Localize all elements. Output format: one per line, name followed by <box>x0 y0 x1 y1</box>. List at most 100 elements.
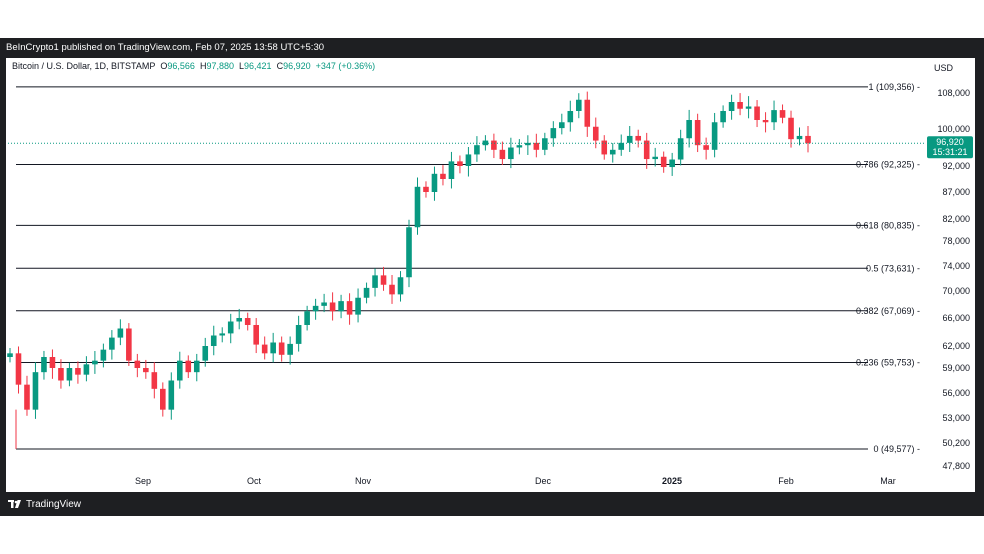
candle-body <box>474 145 480 155</box>
candle-body <box>193 360 200 373</box>
candle-body <box>609 149 616 155</box>
candle-body <box>66 368 73 381</box>
candle-body <box>41 357 47 373</box>
candle-body <box>287 343 293 355</box>
candle-body <box>321 302 327 306</box>
candle-body <box>253 325 259 345</box>
candle-body <box>160 388 166 410</box>
candle-body <box>92 360 98 365</box>
high-value: 97,880 <box>206 61 234 71</box>
candle-body <box>677 138 684 160</box>
low-label: L <box>239 61 245 71</box>
candle-body <box>584 99 591 127</box>
y-tick-label: 74,000 <box>942 261 970 271</box>
y-tick-label: 100,000 <box>937 124 970 134</box>
candle-body <box>423 186 429 192</box>
candle-body <box>83 364 90 375</box>
y-tick-label: 78,000 <box>942 236 970 246</box>
candle-body <box>329 302 336 312</box>
candle-body <box>618 142 625 150</box>
candle-body <box>227 321 234 334</box>
x-tick-label: Feb <box>778 476 794 486</box>
candle-body <box>143 368 149 373</box>
close-label: C <box>276 61 284 71</box>
candle-body <box>406 227 412 278</box>
candle-body <box>711 122 718 150</box>
candle-body <box>176 360 183 381</box>
symbol-header: Bitcoin / U.S. Dollar, 1D, BITSTAMP O96,… <box>12 61 375 71</box>
tradingview-logo[interactable]: TradingView <box>8 499 81 510</box>
fib-label: 0 (49,577) - <box>873 444 920 454</box>
x-tick-label: Dec <box>535 476 552 486</box>
candle-body <box>49 357 56 368</box>
candle-body <box>431 173 438 192</box>
candle-body <box>126 328 132 361</box>
candle-body <box>397 277 404 295</box>
candle-body <box>694 120 701 146</box>
candle-body <box>270 342 276 354</box>
y-tick-label: 108,000 <box>937 88 970 98</box>
candle-body <box>32 372 39 410</box>
candle-body <box>363 287 370 298</box>
symbol-name: Bitcoin / U.S. Dollar, 1D, BITSTAMP <box>12 61 156 71</box>
candle-body <box>185 360 192 373</box>
candle-body <box>542 138 548 150</box>
candle-body <box>686 120 692 139</box>
candle-body <box>236 318 243 322</box>
brand-name: TradingView <box>26 499 82 510</box>
candle-body <box>261 344 268 354</box>
candle-body <box>788 117 794 140</box>
fib-label: 0.5 (73,631) - <box>866 263 920 273</box>
fib-label: 0.236 (59,753) - <box>856 357 920 367</box>
candle-body <box>295 325 302 344</box>
candle-body <box>796 135 803 140</box>
candle-body <box>278 342 285 355</box>
candle-body <box>626 135 633 143</box>
candle-body <box>575 99 582 111</box>
candle-body <box>660 156 667 168</box>
candle-body <box>210 335 217 346</box>
candle-body <box>312 305 319 312</box>
x-tick-label: Sep <box>135 476 151 486</box>
candle-body <box>117 328 124 338</box>
candle-body <box>635 135 642 141</box>
y-tick-label: 82,000 <box>942 214 970 224</box>
candle-body <box>202 346 209 361</box>
candle-body <box>703 145 709 150</box>
y-tick-label: 59,000 <box>942 363 970 373</box>
candle-body <box>592 126 599 141</box>
change-value: +347 (+0.36%) <box>315 61 376 71</box>
candle-body <box>720 111 726 123</box>
candle-body <box>457 161 463 166</box>
fib-label: 1 (109,356) - <box>868 82 920 92</box>
candle-body <box>567 111 574 123</box>
candle-body <box>58 368 64 381</box>
candle-body <box>805 135 811 144</box>
last-price-countdown: 15:31:21 <box>932 147 967 157</box>
candle-body <box>652 156 658 160</box>
candle-body <box>109 337 115 350</box>
fib-label: 0.382 (67,069) - <box>856 306 920 316</box>
candle-body <box>669 159 675 168</box>
y-tick-label: 62,000 <box>942 341 970 351</box>
candle-body <box>762 120 769 123</box>
candle-body <box>550 128 557 139</box>
candle-body <box>389 284 395 295</box>
candle-body <box>75 368 81 375</box>
y-tick-label: 56,000 <box>942 388 970 398</box>
low-value: 96,421 <box>244 61 272 71</box>
y-tick-label: 87,000 <box>942 187 970 197</box>
candle-body <box>244 318 251 325</box>
y-tick-label: 92,000 <box>942 161 970 171</box>
candle-body <box>346 301 353 315</box>
candle-body <box>499 149 506 160</box>
candle-body <box>338 301 344 312</box>
candle-body <box>15 353 22 385</box>
candle-body <box>601 140 608 155</box>
candle-body <box>168 380 175 410</box>
close-value: 96,920 <box>283 61 311 71</box>
y-tick-label: 53,000 <box>942 413 970 423</box>
candle-body <box>737 102 743 109</box>
candle-body <box>414 186 421 228</box>
x-tick-label: Mar <box>880 476 896 486</box>
